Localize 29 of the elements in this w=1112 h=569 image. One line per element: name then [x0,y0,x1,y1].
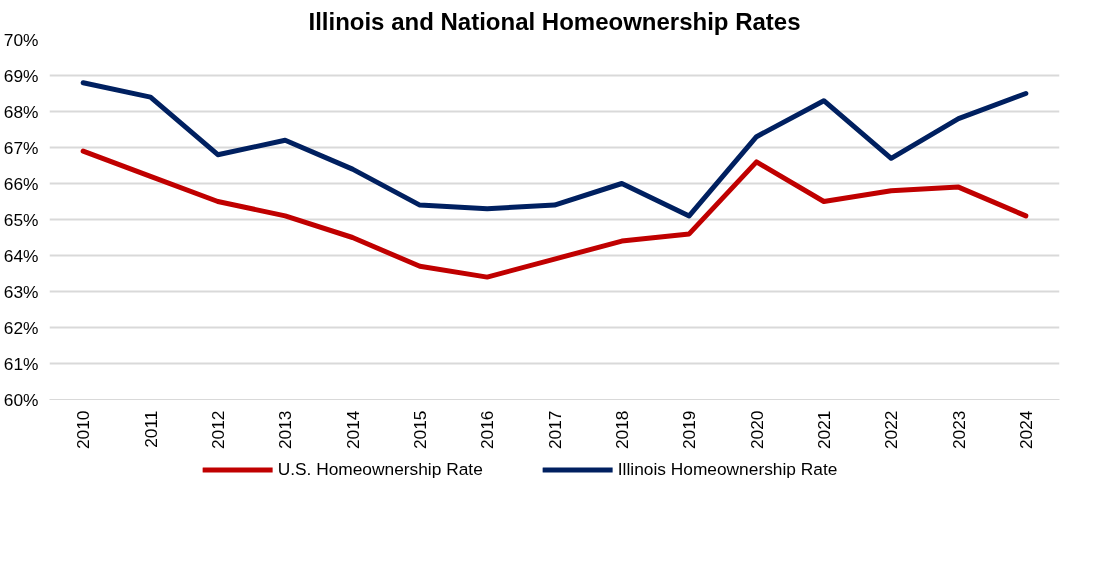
y-tick-label: 67% [3,137,39,158]
y-tick-label: 63% [3,281,39,302]
x-tick-label: 2020 [746,410,767,450]
y-tick-label: 69% [3,65,39,86]
legend-label: U.S. Homeownership Rate [277,458,483,480]
y-tick-label: 62% [3,317,39,338]
x-tick-label: 2017 [544,410,565,450]
x-tick-label: 2023 [948,410,969,450]
x-tick-label: 2019 [679,410,700,450]
x-tick-label: 2018 [611,410,632,450]
y-tick-label: 68% [3,101,39,122]
x-tick-label: 2013 [275,410,296,450]
x-tick-label: 2015 [409,410,430,450]
y-tick-label: 64% [3,245,39,266]
x-tick-label: 2016 [477,410,498,450]
x-tick-label: 2011 [140,410,161,448]
x-tick-label: 2022 [881,410,902,450]
x-tick-label: 2012 [207,410,228,450]
x-tick-label: 2014 [342,410,363,450]
x-tick-label: 2024 [1015,410,1036,450]
x-tick-label: 2010 [73,410,94,450]
y-tick-label: 61% [3,353,39,374]
x-tick-label: 2021 [813,410,834,450]
legend-label: Illinois Homeownership Rate [617,458,838,480]
y-tick-label: 70% [3,29,39,50]
y-tick-label: 66% [3,173,39,194]
y-tick-label: 60% [3,389,39,410]
chart-title: Illinois and National Homeownership Rates [308,7,801,35]
y-tick-label: 65% [3,209,39,230]
